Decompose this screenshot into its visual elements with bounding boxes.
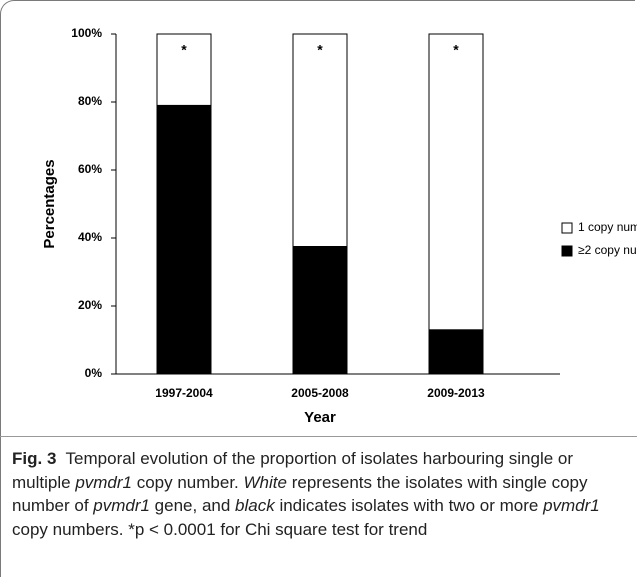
bar-segment [428,33,484,331]
y-tick-label: 20% [78,298,102,312]
y-tick-label: 60% [78,162,102,176]
x-tick-label: 2005-2008 [291,386,349,400]
legend-label: 1 copy number [578,220,637,234]
caption-text: pvmdr1 [93,496,150,515]
bar-segment [428,329,484,375]
caption-text: gene, and [149,496,236,515]
x-tick-label: 2009-2013 [427,386,485,400]
caption-text: pvmdr1 [75,472,132,492]
annotation: * [453,42,459,58]
y-tick-label: 0% [85,366,103,380]
y-tick-label: 80% [78,94,102,108]
caption-text: represents the isolates with single copy… [12,472,588,516]
chart: Year Percentages 0% 20% 40% 60% 80% 100% * 1997… [41,26,637,426]
bar-segment [156,104,212,375]
annotation: * [181,42,187,58]
separator [0,436,637,437]
bar-segment [156,33,212,106]
y-tick-label: 100% [71,26,102,40]
y-axis-label: Percentages [41,159,58,248]
caption-text: Temporal evolution of the proportion of … [12,449,574,492]
caption-text: indicates isolates with two or more [274,496,544,515]
caption-text: copy numbers. *p < 0.0001 for Chi square… [12,519,428,539]
legend-swatch [561,222,573,234]
annotation: * [317,42,323,58]
caption-text: copy number. [132,472,244,492]
x-axis-label: Year [304,409,336,426]
legend-label: ≥2 copy number [578,243,637,257]
x-tick-label: 1997-2004 [155,386,213,400]
bar-segment [292,33,348,247]
legend-swatch [561,245,573,257]
caption-text: White [243,472,287,492]
caption-text: black [235,496,275,515]
y-tick-label: 40% [78,230,102,244]
caption-text: pvmdr1 [543,496,600,515]
caption-label: Fig. 3 [12,449,57,468]
bar-segment [292,246,348,375]
caption: Fig. 3 Temporal evolution of the proport… [12,447,624,541]
